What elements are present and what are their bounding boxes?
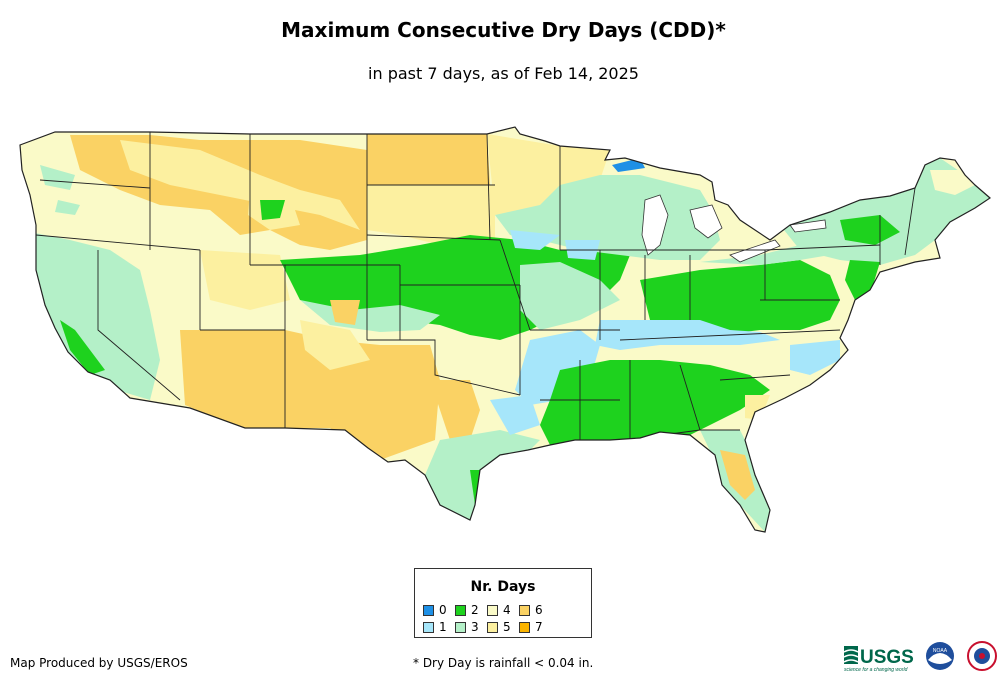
legend-item-6: 6 [519,603,543,617]
nws-logo [967,641,997,671]
legend-label: 4 [503,603,511,617]
lake-erie [729,239,781,263]
legend: Nr. Days 0 1 2 3 4 5 6 7 [414,568,592,638]
legend-swatch [487,621,498,633]
legend-label: 7 [535,620,543,634]
state-borders [35,132,916,440]
legend-swatch [519,621,530,633]
map-title: Maximum Consecutive Dry Days (CDD)* [281,18,726,42]
legend-item-1: 1 [423,620,447,634]
legend-swatch [455,604,466,616]
legend-label: 2 [471,603,479,617]
legend-item-7: 7 [519,620,543,634]
region-southeast-wet [540,360,770,445]
legend-swatch [487,604,498,616]
usgs-tagline: science for a changing world [844,667,908,673]
legend-label: 3 [471,620,479,634]
legend-item-3: 3 [455,620,479,634]
agency-logos: USGS science for a changing world NOAA [843,641,997,673]
noaa-wordmark: NOAA [933,648,948,654]
legend-label: 6 [535,603,543,617]
legend-item-4: 4 [487,603,511,617]
legend-swatch [423,621,434,633]
legend-swatch [455,621,466,633]
cdd-map [19,126,991,533]
produced-by: Map Produced by USGS/EROS [10,656,188,670]
noaa-logo: NOAA [926,642,954,670]
legend-item-5: 5 [487,620,511,634]
dry-day-note: * Dry Day is rainfall < 0.04 in. [413,656,594,670]
legend-item-0: 0 [423,603,447,617]
legend-label: 5 [503,620,511,634]
usgs-logo: USGS science for a changing world [843,646,914,673]
legend-item-2: 2 [455,603,479,617]
legend-label: 1 [439,620,447,634]
region-west-coast [20,230,160,400]
lake-ontario [789,219,827,233]
lake-michigan [641,194,669,256]
legend-title: Nr. Days [470,579,536,595]
legend-label: 0 [439,603,447,617]
map-subtitle: in past 7 days, as of Feb 14, 2025 [368,64,639,83]
legend-swatch [519,604,530,616]
legend-swatch [423,604,434,616]
usgs-wordmark: USGS [860,647,914,668]
lake-huron [689,204,723,239]
region-tennessee-dry-1 [595,320,780,350]
